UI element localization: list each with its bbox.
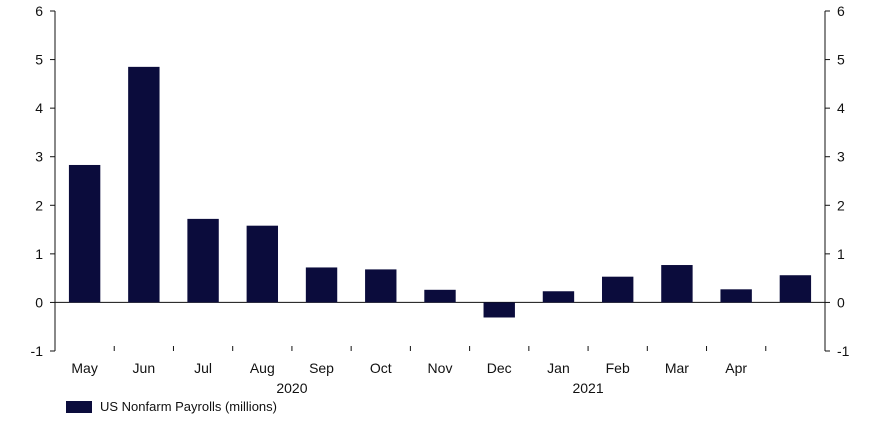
bar: [424, 289, 456, 303]
x-category-label: Jan: [547, 360, 570, 376]
x-category-label: Apr: [725, 360, 747, 376]
x-category-label: Nov: [428, 360, 453, 376]
bar: [661, 265, 693, 303]
x-category-label: Sep: [309, 360, 334, 376]
left-y-tick-label: 1: [35, 246, 43, 262]
x-year-label: 2021: [572, 380, 603, 396]
legend-swatch: [66, 400, 92, 413]
left-y-tick-label: 5: [35, 52, 43, 68]
bar: [779, 275, 812, 303]
left-y-tick-label: 2: [35, 197, 43, 213]
right-y-tick-label: 2: [837, 197, 845, 213]
x-category-label: Mar: [665, 360, 689, 376]
left-y-tick-label: 3: [35, 149, 43, 165]
right-y-tick-label: 0: [837, 294, 845, 310]
right-y-tick-label: 4: [837, 100, 845, 116]
right-y-tick-label: 3: [837, 149, 845, 165]
right-y-tick-label: 1: [837, 246, 845, 262]
right-y-tick-label: -1: [837, 343, 850, 359]
x-category-label: May: [71, 360, 97, 376]
chart-legend: US Nonfarm Payrolls (millions): [66, 399, 277, 414]
bar: [246, 225, 279, 303]
chart-bars: [68, 66, 812, 318]
left-y-tick-label: 6: [35, 3, 43, 19]
x-category-label: Feb: [606, 360, 630, 376]
left-y-tick-label: 0: [35, 294, 43, 310]
x-category-label: Dec: [487, 360, 512, 376]
bar: [68, 164, 101, 303]
bar: [601, 276, 634, 303]
bar: [720, 289, 752, 303]
bar: [365, 269, 397, 303]
bar: [187, 218, 219, 303]
bar: [483, 302, 515, 318]
legend-label: US Nonfarm Payrolls (millions): [100, 399, 277, 414]
chart-labels: -1 -1 0 0 1 1 2 2 3 3 4 4 5 5 6 6 May Jun Jul Aug Sep Oct Nov D…: [31, 3, 850, 396]
right-y-tick-label: 5: [837, 52, 845, 68]
bar: [128, 66, 160, 303]
x-category-label: Jun: [133, 360, 156, 376]
x-category-label: Oct: [370, 360, 392, 376]
right-y-tick-label: 6: [837, 3, 845, 19]
left-y-tick-label: 4: [35, 100, 43, 116]
bar: [542, 291, 575, 303]
x-category-label: Jul: [194, 360, 212, 376]
x-year-label: 2020: [276, 380, 307, 396]
bar: [305, 267, 338, 303]
x-category-label: Aug: [250, 360, 275, 376]
left-y-tick-label: -1: [31, 343, 44, 359]
